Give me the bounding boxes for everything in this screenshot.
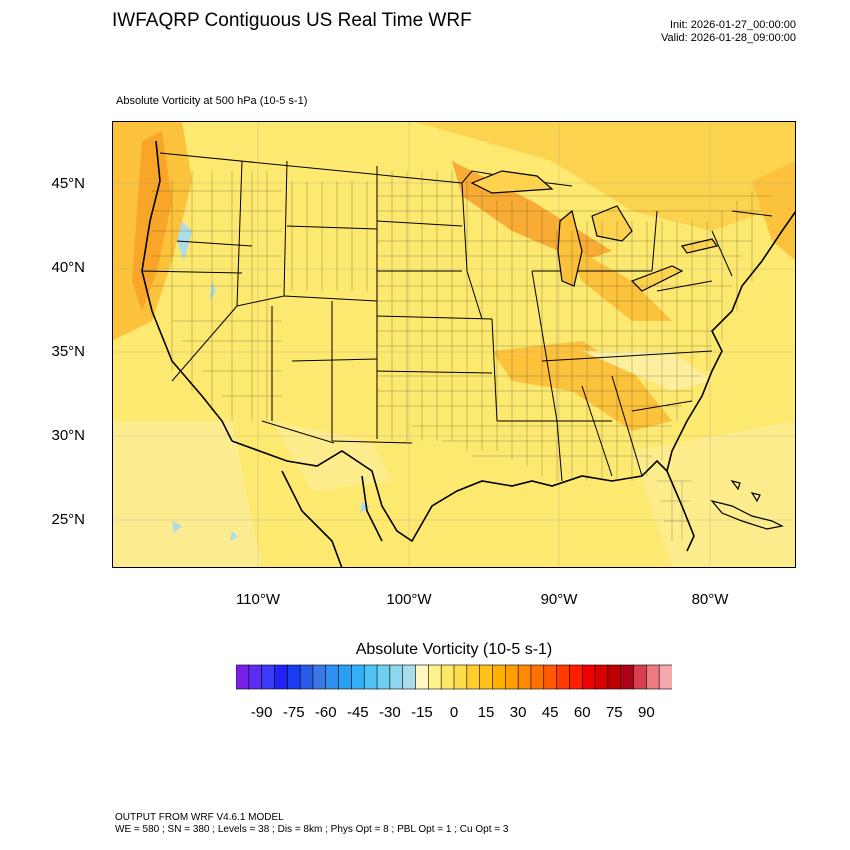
- colorbar-tick-label: 0: [449, 704, 459, 721]
- colorbar-tick-label: -90: [250, 704, 273, 721]
- colorbar-swatch: [440, 664, 455, 690]
- colorbar-swatch: [389, 664, 404, 690]
- lat-label-45: 45°N: [51, 175, 85, 192]
- lon-label-110: 110°W: [235, 591, 281, 608]
- colorbar-swatch: [556, 664, 571, 690]
- colorbar-tick-label: -45: [346, 704, 369, 721]
- colorbar-swatch: [453, 664, 468, 690]
- model-info: OUTPUT FROM WRF V4.6.1 MODEL WE = 580 ; …: [115, 812, 508, 836]
- colorbar-swatch: [299, 664, 314, 690]
- model-info-line1: OUTPUT FROM WRF V4.6.1 MODEL: [115, 812, 284, 823]
- colorbar-swatch: [594, 664, 609, 690]
- valid-time: Valid: 2026-01-28_09:00:00: [661, 32, 796, 44]
- colorbar-swatch: [286, 664, 301, 690]
- colorbar: [236, 664, 672, 690]
- colorbar-tick-label: 45: [541, 704, 559, 721]
- state-borders: [141, 152, 773, 482]
- colorbar-swatch: [312, 664, 327, 690]
- colorbar-swatch: [504, 664, 519, 690]
- coastline: [141, 140, 796, 568]
- lat-label-30: 30°N: [51, 427, 85, 444]
- islands: [710, 480, 784, 530]
- colorbar-title: Absolute Vorticity (10-5 s-1): [355, 641, 553, 658]
- colorbar-swatch: [338, 664, 353, 690]
- map-svg: [112, 121, 796, 568]
- colorbar-swatch: [646, 664, 660, 690]
- colorbar-swatch: [415, 664, 429, 690]
- colorbar-tick-label: 15: [477, 704, 495, 721]
- time-info: Init: 2026-01-27_00:00:00 Valid: 2026-01…: [661, 19, 796, 45]
- colorbar-tick-label: -75: [282, 704, 305, 721]
- map-panel: [112, 121, 796, 568]
- colorbar-swatch: [517, 664, 532, 690]
- graticule: [112, 121, 796, 568]
- colorbar-swatch: [479, 664, 494, 690]
- colorbar-swatch: [607, 664, 622, 690]
- colorbar-swatch: [351, 664, 365, 690]
- colorbar-tick-label: 30: [509, 704, 527, 721]
- colorbar-swatch: [261, 664, 276, 690]
- colorbar-swatch: [530, 664, 545, 690]
- model-info-line2: WE = 580 ; SN = 380 ; Levels = 38 ; Dis …: [115, 824, 509, 835]
- init-time: Init: 2026-01-27_00:00:00: [670, 19, 796, 31]
- county-mesh: [152, 171, 772, 541]
- lon-label-100: 100°W: [386, 591, 432, 608]
- map-frame: [112, 121, 796, 568]
- colorbar-swatch: [428, 664, 442, 690]
- colorbar-swatch: [236, 664, 250, 690]
- colorbar-swatch: [620, 664, 635, 690]
- great-lakes: [470, 170, 719, 292]
- lon-label-90: 90°W: [540, 591, 578, 608]
- colorbar-swatch: [569, 664, 583, 690]
- colorbar-swatch: [543, 664, 558, 690]
- colorbar-swatch: [658, 664, 672, 690]
- colorbar-swatch: [376, 664, 391, 690]
- colorbar-swatch: [581, 664, 596, 690]
- colorbar-swatch: [274, 664, 288, 690]
- colorbar-tick-label: -60: [314, 704, 337, 721]
- colorbar-swatch: [248, 664, 263, 690]
- colorbar-swatch: [633, 664, 647, 690]
- colorbar-tick-label: -15: [411, 704, 433, 721]
- colorbar-swatch: [466, 664, 481, 690]
- colorbar-swatch: [363, 664, 378, 690]
- vorticity-shading: [112, 121, 796, 568]
- colorbar-swatch: [492, 664, 506, 690]
- colorbar-tick-label: 90: [638, 704, 655, 721]
- colorbar-swatch: [402, 664, 417, 690]
- plot-title: IWFAQRP Contiguous US Real Time WRF: [112, 10, 472, 31]
- colorbar-swatch: [325, 664, 340, 690]
- lat-label-25: 25°N: [51, 511, 85, 528]
- lat-label-40: 40°N: [51, 259, 85, 276]
- lat-label-35: 35°N: [51, 343, 85, 360]
- lon-label-80: 80°W: [691, 591, 729, 608]
- colorbar-tick-label: -30: [379, 704, 401, 721]
- colorbar-tick-label: 60: [573, 704, 591, 721]
- colorbar-tick-label: 75: [605, 704, 623, 721]
- field-label: Absolute Vorticity at 500 hPa (10-5 s-1): [116, 95, 308, 107]
